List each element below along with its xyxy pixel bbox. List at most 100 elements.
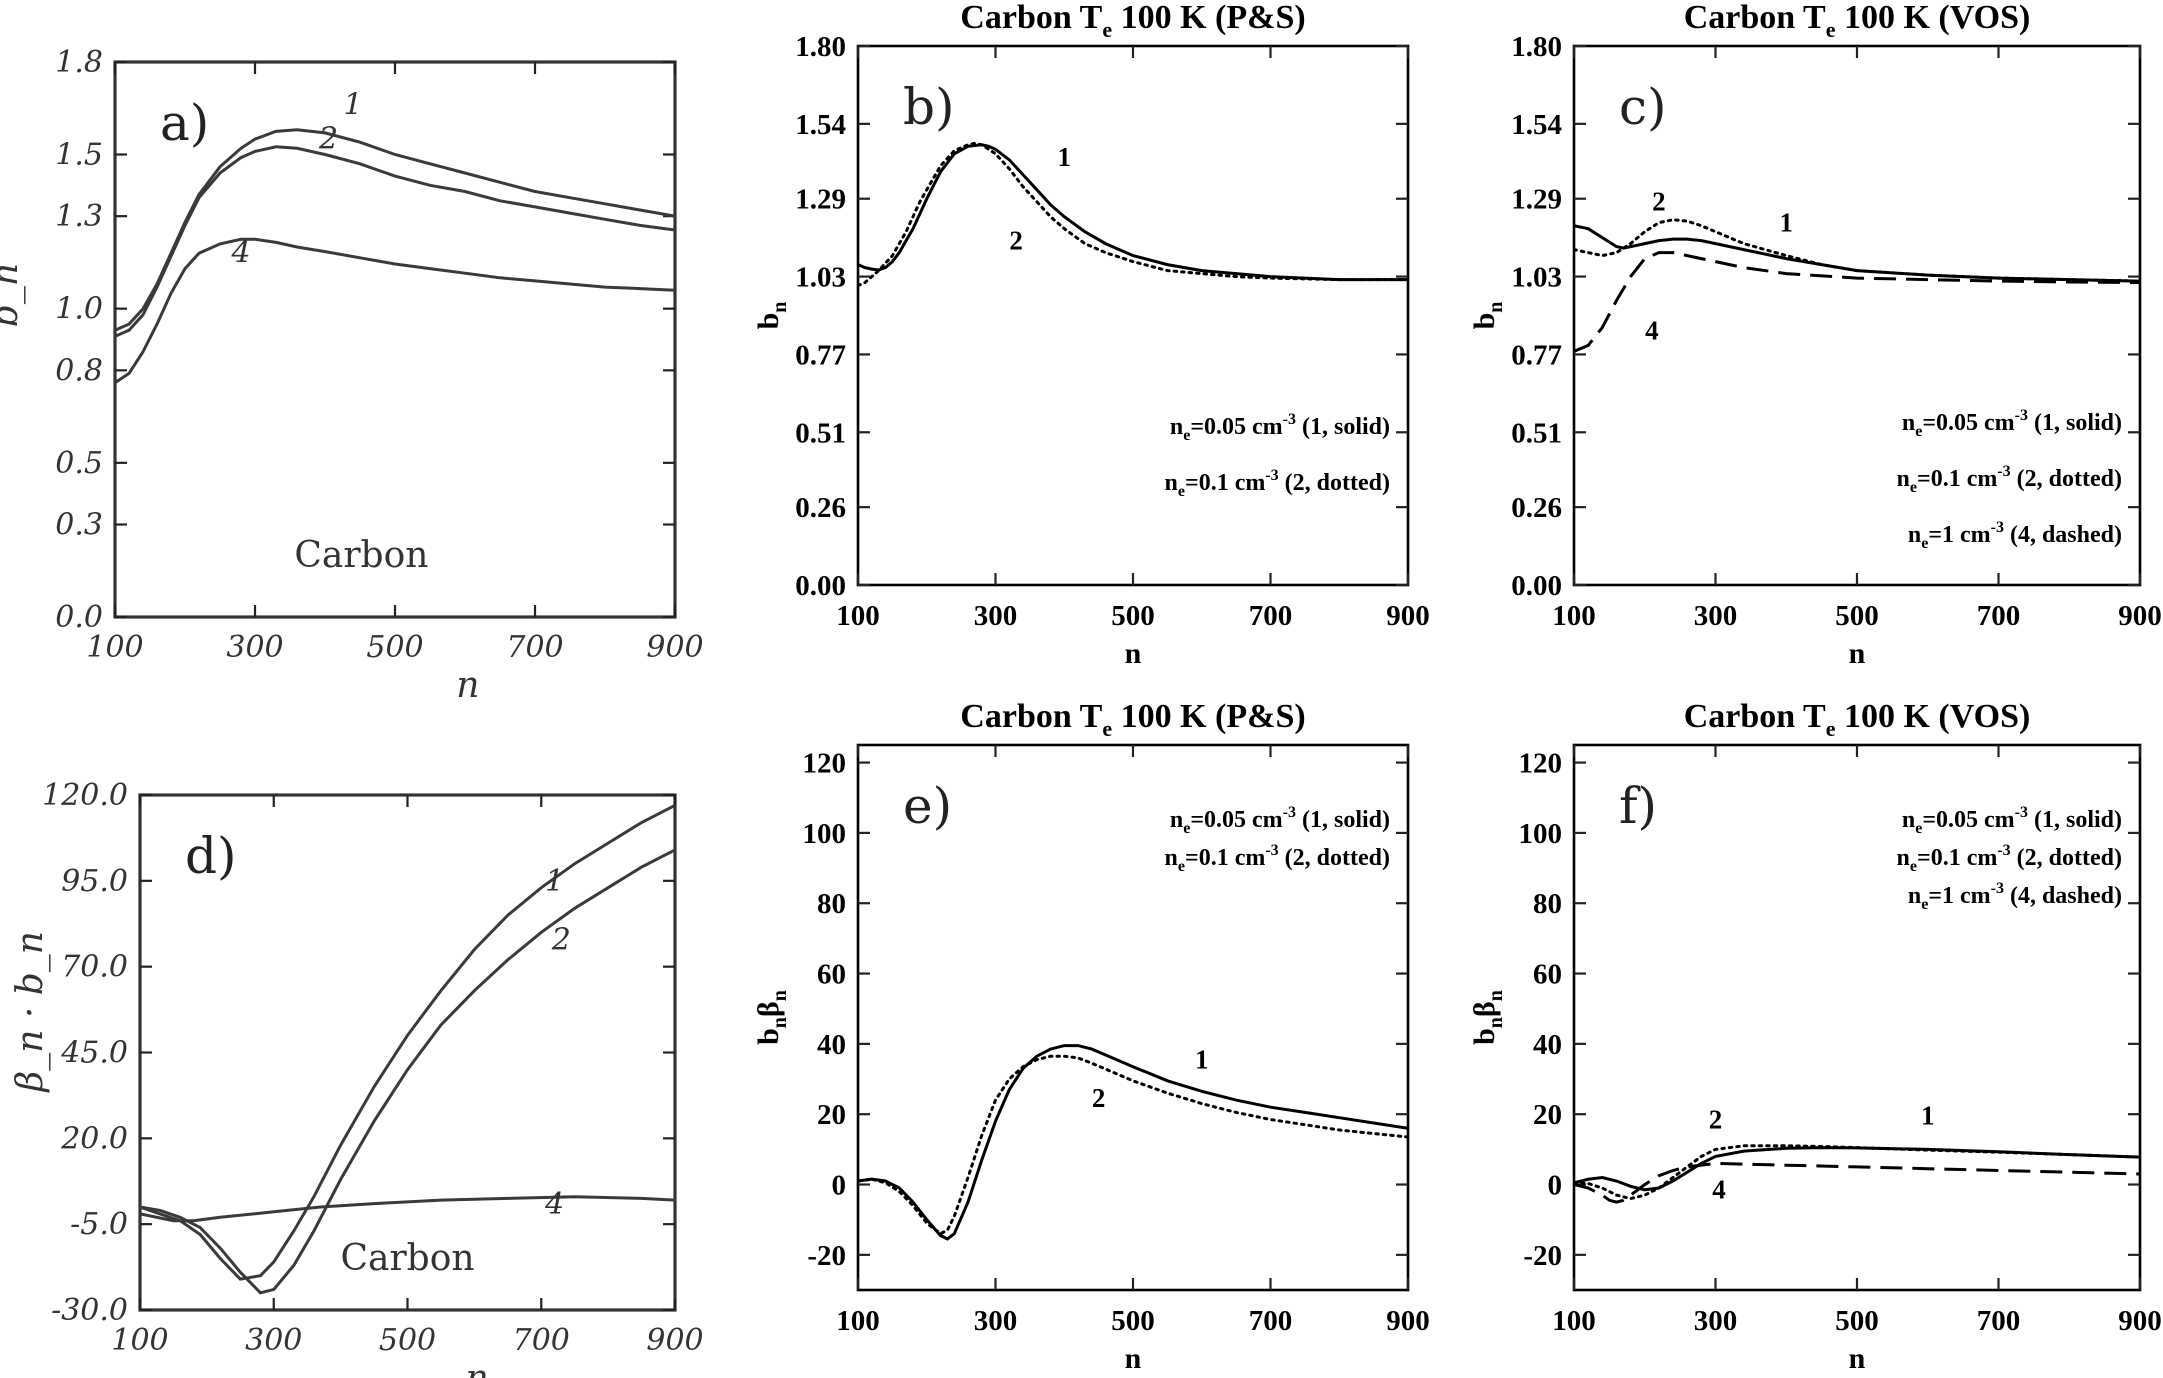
- y-tick-label: 40: [1533, 1029, 1562, 1061]
- x-tick-label: 100: [1552, 600, 1596, 632]
- series-line-2: [115, 145, 675, 338]
- x-tick-label: 700: [1249, 600, 1293, 632]
- y-tick-label: 1.03: [795, 262, 846, 294]
- y-tick-label: -30.0: [51, 1293, 128, 1328]
- y-tick-label: 0.3: [55, 508, 103, 543]
- x-axis-label: n: [1125, 637, 1142, 670]
- x-tick-label: 700: [513, 1323, 570, 1358]
- curve-label: 2: [1009, 226, 1023, 256]
- x-tick-label: 700: [506, 630, 563, 665]
- x-tick-label: 100: [86, 630, 143, 665]
- panel-letter: b): [903, 78, 955, 136]
- y-axis-label: bnβn: [1468, 990, 1507, 1045]
- curve-label: 2: [318, 121, 338, 156]
- curve-label: 1: [1195, 1044, 1209, 1074]
- legend-entry: ne=0.1 cm-3 (2, dotted): [1897, 463, 2122, 496]
- x-axis-label: n: [465, 1358, 488, 1378]
- chart-title: Carbon Te 100 K (P&S): [960, 0, 1305, 42]
- x-tick-label: 500: [366, 630, 423, 665]
- y-axis-label: bn: [1468, 302, 1507, 330]
- y-tick-label: 120: [1519, 748, 1563, 780]
- y-tick-label: 60: [817, 959, 846, 991]
- legend-entry: ne=1 cm-3 (4, dashed): [1908, 880, 2122, 913]
- curve-label: 1: [1921, 1101, 1935, 1131]
- legend-entry: ne=0.1 cm-3 (2, dotted): [1897, 842, 2122, 875]
- y-tick-label: 120.0: [42, 778, 128, 813]
- y-tick-label: -5.0: [70, 1207, 128, 1242]
- y-tick-label: 70.0: [61, 950, 128, 985]
- legend-entry: ne=0.1 cm-3 (2, dotted): [1165, 842, 1390, 875]
- chart-panel-e: 100 300 500 700 900 -20 0 20 40 60 80 100 120 n bnβn Ca…: [752, 698, 1430, 1375]
- legend-entry: ne=0.05 cm-3 (1, solid): [1902, 407, 2122, 440]
- legend-entry: ne=0.05 cm-3 (1, solid): [1902, 804, 2122, 837]
- y-tick-label: 100: [803, 818, 847, 850]
- series-group: [140, 803, 675, 1295]
- series-line-1: [115, 128, 675, 332]
- y-tick-label: 0.00: [1511, 570, 1562, 602]
- chart-panel-b: 100 300 500 700 900 0.00 0.26 0.51 0.77 1.03 1.29 1…: [752, 0, 1430, 670]
- x-tick-label: 500: [1111, 1305, 1155, 1337]
- x-tick-label: 900: [646, 1323, 703, 1358]
- y-tick-label: 1.29: [795, 184, 846, 216]
- y-tick-label: 1.0: [55, 292, 103, 327]
- series-group: [858, 1044, 1408, 1241]
- x-tick-label: 300: [1694, 600, 1738, 632]
- x-tick-label: 300: [226, 630, 283, 665]
- series-group: [1574, 218, 2140, 353]
- x-axis-label: n: [1849, 637, 1866, 670]
- series-line-4: [1574, 251, 2140, 353]
- y-tick-label: 120: [803, 748, 847, 780]
- x-tick-label: 300: [1694, 1305, 1738, 1337]
- curve-label: 2: [1092, 1083, 1106, 1113]
- y-tick-label: 100: [1519, 818, 1563, 850]
- x-tick-label: 500: [1835, 600, 1879, 632]
- chart-panel-a: 100 300 500 700 900 0.0 0.3 0.5 0.8 1.0 1.3 1.5 1.8 n…: [0, 45, 704, 706]
- x-tick-label: 500: [1835, 1305, 1879, 1337]
- x-tick-label: 300: [974, 600, 1018, 632]
- x-tick-label: 900: [1386, 600, 1430, 632]
- x-tick-label: 100: [836, 600, 880, 632]
- y-tick-label: 20.0: [60, 1121, 128, 1156]
- chart-panel-f: 100 300 500 700 900 -20 0 20 40 60 80 100 120 n bnβn Ca…: [1468, 698, 2162, 1375]
- x-tick-label: 900: [2118, 600, 2162, 632]
- y-tick-label: 0.26: [795, 492, 846, 524]
- y-tick-label: 0.5: [55, 446, 103, 481]
- x-tick-label: 500: [1111, 600, 1155, 632]
- x-tick-label: 900: [1386, 1305, 1430, 1337]
- series-group: [1574, 1144, 2140, 1204]
- chart-title: Carbon Te 100 K (VOS): [1684, 0, 2031, 42]
- panel-letter: c): [1619, 78, 1667, 136]
- series-line-2: [858, 1054, 1408, 1236]
- y-tick-label: -20: [807, 1240, 846, 1272]
- x-axis-label: n: [456, 665, 479, 706]
- series-line-1: [140, 803, 675, 1281]
- y-axis-label: β_n · b_n: [10, 931, 51, 1094]
- y-axis-label: bnβn: [752, 990, 791, 1045]
- curve-label: 4: [1712, 1175, 1726, 1205]
- series-line-2: [1574, 218, 2140, 283]
- y-tick-label: -20: [1523, 1240, 1562, 1272]
- y-tick-label: 1.8: [55, 45, 103, 80]
- y-tick-label: 45.0: [60, 1036, 128, 1071]
- y-tick-label: 0.51: [1511, 417, 1562, 449]
- x-tick-label: 700: [1977, 600, 2021, 632]
- x-axis-label: n: [1849, 1342, 1866, 1375]
- y-tick-label: 80: [817, 888, 846, 920]
- curve-label: 1: [343, 87, 362, 122]
- x-tick-label: 300: [974, 1305, 1018, 1337]
- series-group: [858, 141, 1408, 288]
- y-tick-label: 80: [1533, 888, 1562, 920]
- chart-title: Carbon Te 100 K (VOS): [1684, 698, 2031, 741]
- x-tick-label: 900: [646, 630, 703, 665]
- panel-letter: d): [185, 827, 237, 885]
- legend-entry: ne=0.05 cm-3 (1, solid): [1170, 411, 1390, 444]
- x-tick-label: 300: [245, 1323, 302, 1358]
- y-tick-label: 1.03: [1511, 262, 1562, 294]
- curve-label: 2: [1709, 1104, 1723, 1134]
- x-tick-label: 100: [836, 1305, 880, 1337]
- chart-annotation: Carbon: [340, 1238, 474, 1279]
- y-tick-label: 40: [817, 1029, 846, 1061]
- y-tick-label: 0.77: [1511, 339, 1562, 371]
- legend-entry: ne=1 cm-3 (4, dashed): [1908, 519, 2122, 552]
